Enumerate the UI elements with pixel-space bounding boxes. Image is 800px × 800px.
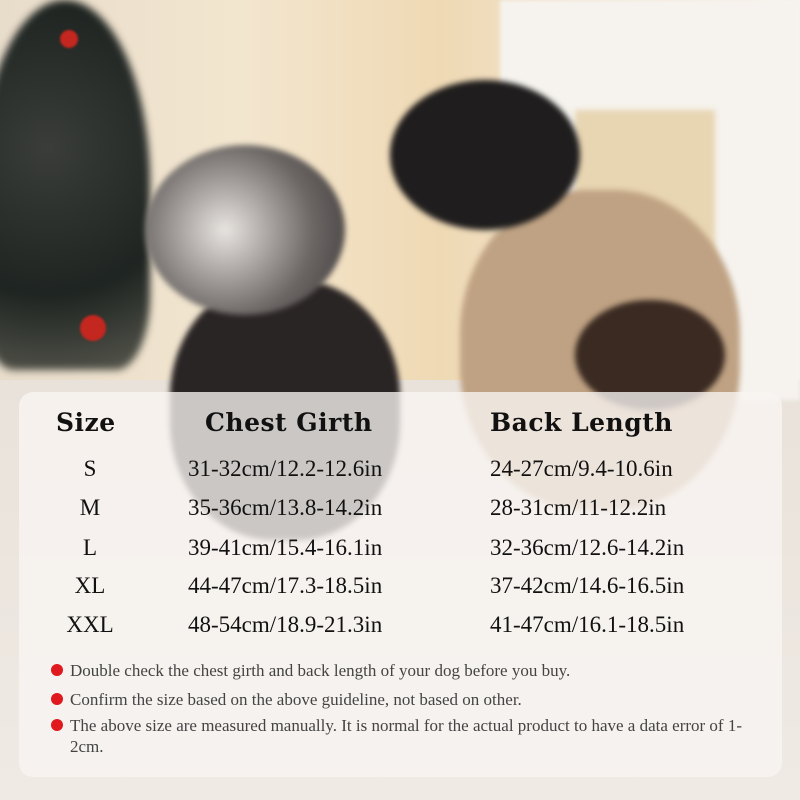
ornament: [60, 30, 78, 48]
size-cell: M: [79, 495, 101, 520]
pudding-pattern: [575, 300, 725, 410]
header-back-length: Back Length: [490, 408, 673, 437]
size-chart-panel: [19, 392, 782, 777]
chest-girth-cell: 35-36cm/13.8-14.2in: [188, 495, 383, 520]
chest-girth-cell: 44-47cm/17.3-18.5in: [188, 573, 383, 598]
back-length-cell: 37-42cm/14.6-16.5in: [490, 573, 685, 598]
christmas-tree: [0, 0, 150, 370]
ornament: [80, 315, 106, 341]
note-text: Confirm the size based on the above guid…: [70, 690, 522, 709]
schnauzer-dog-head: [145, 145, 345, 315]
note: Confirm the size based on the above guid…: [51, 689, 762, 710]
size-cell: XL: [74, 573, 106, 598]
chest-girth-cell: 39-41cm/15.4-16.1in: [188, 535, 383, 560]
chest-girth-cell: 48-54cm/18.9-21.3in: [188, 612, 383, 637]
back-length-cell: 41-47cm/16.1-18.5in: [490, 612, 685, 637]
bullet-icon: [51, 693, 63, 705]
size-cell: L: [82, 535, 98, 560]
note: The above size are measured manually. It…: [51, 715, 762, 757]
back-length-cell: 32-36cm/12.6-14.2in: [490, 535, 685, 560]
bullet-icon: [51, 719, 63, 731]
size-cell: S: [83, 456, 97, 481]
header-chest-girth: Chest Girth: [205, 408, 373, 437]
back-length-cell: 24-27cm/9.4-10.6in: [490, 456, 673, 481]
french-bulldog-head: [390, 80, 580, 230]
note-text: Double check the chest girth and back le…: [70, 661, 571, 680]
chest-girth-cell: 31-32cm/12.2-12.6in: [188, 456, 383, 481]
note-text: The above size are measured manually. It…: [70, 716, 742, 756]
back-length-cell: 28-31cm/11-12.2in: [490, 495, 667, 520]
bullet-icon: [51, 664, 63, 676]
note: Double check the chest girth and back le…: [51, 660, 762, 681]
size-cell: XXL: [66, 612, 114, 637]
header-size: Size: [56, 408, 116, 437]
